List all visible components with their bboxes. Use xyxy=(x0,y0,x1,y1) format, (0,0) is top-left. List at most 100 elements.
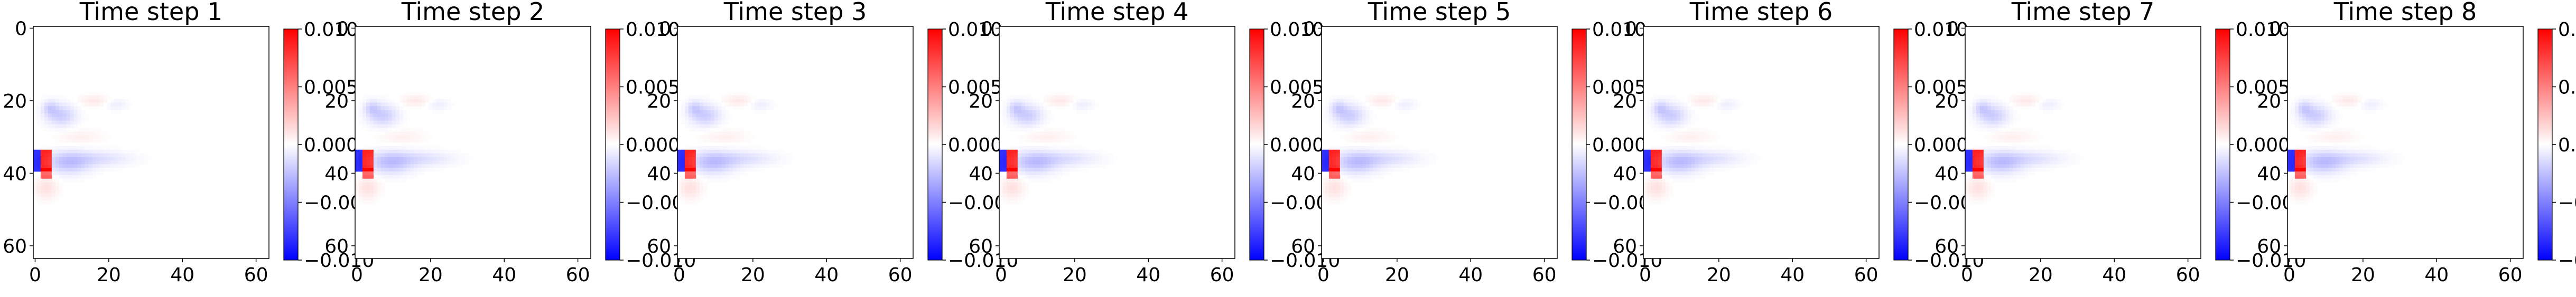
heatmap-cell xyxy=(2335,135,2339,139)
heatmap-cell xyxy=(1328,149,1333,154)
heatmap-cell xyxy=(2320,117,2325,121)
heatmap-cell xyxy=(33,189,38,194)
heatmap-cell xyxy=(1006,171,1011,176)
heatmap-cell xyxy=(1654,197,1659,201)
heatmap-cell xyxy=(2339,175,2343,179)
heatmap-cell xyxy=(2072,160,2076,165)
heatmap-cell xyxy=(377,171,382,176)
heatmap-cell xyxy=(1647,168,1651,172)
heatmap-cell xyxy=(758,102,762,107)
x-tick-label: 0 xyxy=(2283,264,2295,286)
heatmap-cell xyxy=(366,149,370,154)
colorbar-tick-label: 0.010 xyxy=(304,19,358,41)
heatmap-cell xyxy=(2309,113,2314,118)
heatmap-cell xyxy=(1332,193,1337,197)
heatmap-cell xyxy=(2053,149,2058,154)
heatmap-cell xyxy=(1058,131,1062,136)
heatmap-cell xyxy=(384,95,389,99)
heatmap-cell xyxy=(2016,171,2021,176)
heatmap-cell xyxy=(2046,110,2050,114)
heatmap-cell xyxy=(99,102,104,107)
heatmap-cell xyxy=(1322,157,1326,161)
heatmap-cell xyxy=(1373,153,1377,157)
heatmap-cell xyxy=(1021,135,1026,139)
heatmap-cell xyxy=(51,164,56,168)
heatmap-cell xyxy=(695,95,700,99)
heatmap-cell xyxy=(1406,102,1410,107)
x-tick-label: 40 xyxy=(814,264,839,286)
heatmap-cell xyxy=(2013,178,2017,183)
heatmap-cell xyxy=(55,193,60,197)
heatmap-cell xyxy=(1979,175,1984,179)
heatmap-cell xyxy=(1087,106,1092,110)
heatmap-cell xyxy=(721,157,726,161)
heatmap-cell xyxy=(77,160,81,165)
heatmap-cell xyxy=(81,102,85,107)
heatmap-cell xyxy=(2042,149,2047,154)
heatmap-cell xyxy=(1328,175,1333,179)
heatmap-cell xyxy=(66,113,71,118)
heatmap-cell xyxy=(777,149,781,154)
heatmap-cell xyxy=(414,128,418,132)
heatmap-cell xyxy=(1669,95,1673,99)
heatmap-cell xyxy=(1351,120,1355,125)
heatmap-cell xyxy=(2294,95,2299,99)
heatmap-cell xyxy=(1647,175,1651,179)
heatmap-cell xyxy=(377,146,382,150)
heatmap-cell xyxy=(1322,110,1326,114)
heatmap-cell xyxy=(1087,164,1092,168)
heatmap-cell xyxy=(88,106,92,110)
heatmap-cell xyxy=(2016,131,2021,136)
heatmap-cell xyxy=(114,106,118,110)
heatmap-cell xyxy=(1432,157,1436,161)
heatmap-cell xyxy=(70,117,75,121)
heatmap-cell xyxy=(1698,175,1703,179)
heatmap-cell xyxy=(1680,117,1685,121)
heatmap-cell xyxy=(1032,168,1037,172)
heatmap-cell xyxy=(1709,128,1714,132)
heatmap-cell xyxy=(51,128,56,132)
heatmap-cell xyxy=(1972,102,1977,107)
heatmap-cell xyxy=(1073,157,1077,161)
heatmap-cell xyxy=(2305,106,2310,110)
heatmap-cell xyxy=(366,164,370,168)
heatmap-cell xyxy=(2020,99,2024,103)
heatmap-cell xyxy=(384,124,389,128)
heatmap-cell xyxy=(2042,157,2047,161)
colorbar-tick-label: 0.000 xyxy=(1914,135,1968,156)
heatmap-cell xyxy=(1983,164,1988,168)
heatmap-cell xyxy=(447,157,451,161)
heatmap-cell xyxy=(2302,113,2307,118)
heatmap-cell xyxy=(1347,102,1352,107)
heatmap-cell xyxy=(421,149,425,154)
heatmap-cell xyxy=(1717,135,1721,139)
heatmap-cell xyxy=(425,139,429,143)
heatmap-cell xyxy=(1706,106,1710,110)
heatmap-cell xyxy=(44,186,49,190)
y-tick-label: 40 xyxy=(1291,163,1315,185)
heatmap-cell xyxy=(1365,142,1370,147)
heatmap-cell xyxy=(1358,153,1363,157)
heatmap-cell xyxy=(1354,149,1359,154)
heatmap-cell xyxy=(1757,157,1762,161)
heatmap-cell xyxy=(1039,117,1044,121)
heatmap-cell xyxy=(2287,186,2292,190)
heatmap-cell xyxy=(1039,102,1044,107)
heatmap-cell xyxy=(1983,135,1988,139)
heatmap-cell xyxy=(1362,146,1366,150)
heatmap-cell xyxy=(736,157,740,161)
heatmap-cell xyxy=(369,153,374,157)
heatmap-cell xyxy=(695,124,700,128)
heatmap-cell xyxy=(1994,175,1999,179)
heatmap-cell xyxy=(1724,106,1728,110)
heatmap-cell xyxy=(1436,157,1440,161)
heatmap-cell xyxy=(714,113,719,118)
heatmap-cell xyxy=(373,124,378,128)
heatmap-cell xyxy=(1091,160,1095,165)
heatmap-cell xyxy=(1054,139,1058,143)
heatmap-cell xyxy=(2320,149,2325,154)
heatmap-cell xyxy=(70,146,75,150)
heatmap-cell xyxy=(1643,157,1648,161)
heatmap-cell xyxy=(436,146,440,150)
heatmap-cell xyxy=(395,102,400,107)
